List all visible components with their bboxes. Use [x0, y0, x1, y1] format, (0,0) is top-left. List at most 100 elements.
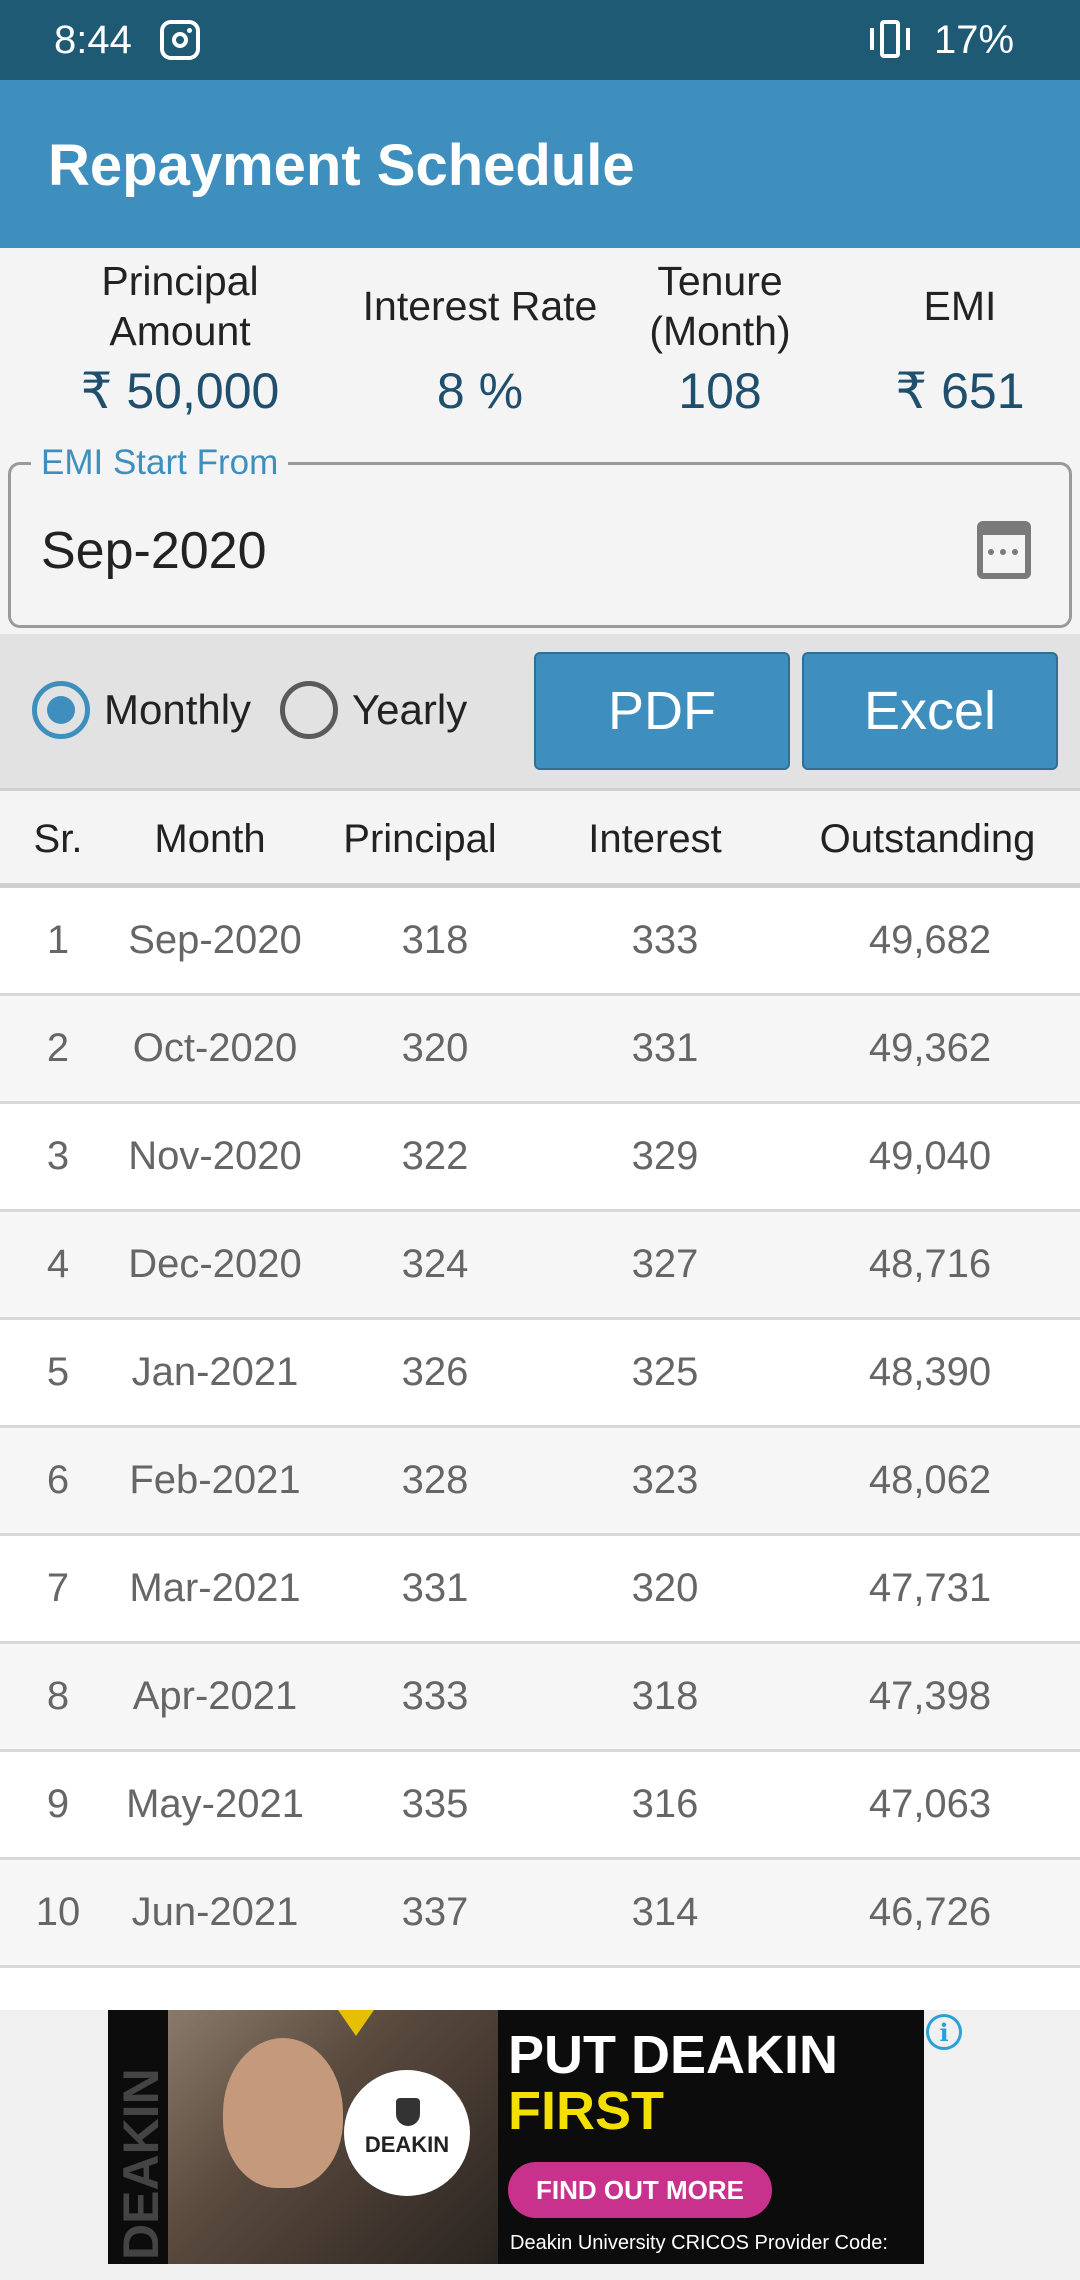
ad-triangle-icon: [338, 2010, 374, 2036]
pdf-button[interactable]: PDF: [534, 652, 790, 770]
emi-value: ₹ 651: [895, 363, 1025, 419]
cell-outstanding: 49,682: [868, 918, 992, 962]
cell-interest: 318: [631, 1674, 699, 1718]
emi-label: EMI: [923, 283, 997, 329]
ad-headline-1: PUT DEAKIN: [508, 2025, 839, 2085]
cell-interest: 331: [631, 1026, 699, 1070]
status-time: 8:44: [54, 18, 132, 62]
tenure-summary: Tenure (Month) 108: [620, 256, 820, 420]
header-interest: Interest: [588, 817, 722, 861]
tenure-label: Tenure (Month): [649, 258, 791, 354]
shield-icon: [396, 2098, 420, 2126]
yearly-label: Yearly: [352, 686, 468, 733]
page-title: Repayment Schedule: [48, 133, 635, 198]
emi-start-field[interactable]: EMI Start From Sep-2020: [8, 443, 1072, 628]
cell-outstanding: 47,063: [868, 1782, 992, 1826]
monthly-radio[interactable]: Monthly: [32, 680, 251, 740]
table-row: 1 Sep-2020 318 333 49,682: [0, 888, 1080, 996]
ad-banner[interactable]: DEAKIN DEAKIN PUT DEAKIN FIRST FIND OUT …: [108, 2010, 924, 2264]
cell-sr: 2: [46, 1026, 70, 1070]
cell-principal: 333: [401, 1674, 469, 1718]
cell-interest: 333: [631, 918, 699, 962]
cell-outstanding: 46,726: [868, 1890, 992, 1934]
emi-start-value[interactable]: Sep-2020: [41, 522, 267, 580]
cell-month: Oct-2020: [132, 1026, 298, 1070]
cell-month: Jan-2021: [131, 1350, 299, 1394]
cell-outstanding: 48,390: [868, 1350, 992, 1394]
header-sr: Sr.: [33, 817, 83, 861]
ad-person-image: [223, 2038, 343, 2188]
ad-container: DEAKIN DEAKIN PUT DEAKIN FIRST FIND OUT …: [0, 2010, 1080, 2280]
ad-footer: Deakin University CRICOS Provider Code:: [510, 2232, 888, 2254]
table-row-partial: [0, 1968, 1080, 2010]
table-row: 9 May-2021 335 316 47,063: [0, 1752, 1080, 1860]
calendar-icon[interactable]: [977, 521, 1031, 579]
battery-level: 17%: [934, 18, 1015, 62]
cell-principal: 337: [401, 1890, 469, 1934]
table-row: 7 Mar-2021 331 320 47,731: [0, 1536, 1080, 1644]
rate-label: Interest Rate: [362, 283, 598, 329]
deakin-logo: DEAKIN: [344, 2070, 470, 2196]
table-row: 5 Jan-2021 326 325 48,390: [0, 1320, 1080, 1428]
table-row: 2 Oct-2020 320 331 49,362: [0, 996, 1080, 1104]
cell-sr: 3: [46, 1134, 70, 1178]
cell-outstanding: 47,731: [868, 1566, 992, 1610]
deakin-logo-text: DEAKIN: [364, 2132, 450, 2157]
cell-principal: 335: [401, 1782, 469, 1826]
yearly-radio[interactable]: Yearly: [280, 680, 467, 740]
header-principal: Principal: [343, 817, 497, 861]
cell-month: Mar-2021: [129, 1566, 301, 1610]
find-out-more-button[interactable]: FIND OUT MORE: [508, 2162, 772, 2218]
header-month: Month: [154, 817, 266, 861]
cell-interest: 316: [631, 1782, 699, 1826]
rate-summary: Interest Rate 8 %: [360, 256, 600, 420]
emi-start-label: EMI Start From: [31, 443, 289, 483]
cell-principal: 318: [401, 918, 469, 962]
ad-headline-2: FIRST: [508, 2081, 664, 2141]
table-row: 10 Jun-2021 337 314 46,726: [0, 1860, 1080, 1968]
table-row: 6 Feb-2021 328 323 48,062: [0, 1428, 1080, 1536]
table-row: 3 Nov-2020 322 329 49,040: [0, 1104, 1080, 1212]
cell-principal: 326: [401, 1350, 469, 1394]
cell-outstanding: 47,398: [868, 1674, 992, 1718]
radio-selected-icon[interactable]: [32, 681, 90, 739]
loan-summary: Principal Amount ₹ 50,000 Interest Rate …: [0, 248, 1080, 634]
instagram-icon: [160, 20, 200, 60]
header-outstanding: Outstanding: [819, 817, 1036, 861]
principal-value: ₹ 50,000: [80, 363, 280, 419]
cell-principal: 324: [401, 1242, 469, 1286]
principal-label: Principal Amount: [101, 258, 259, 354]
cell-principal: 322: [401, 1134, 469, 1178]
cell-interest: 323: [631, 1458, 699, 1502]
ad-side-text: DEAKIN: [113, 2068, 169, 2260]
radio-unselected-icon[interactable]: [280, 681, 338, 739]
cell-sr: 6: [46, 1458, 70, 1502]
cell-outstanding: 49,362: [868, 1026, 992, 1070]
table-row: 8 Apr-2021 333 318 47,398: [0, 1644, 1080, 1752]
cell-sr: 5: [46, 1350, 70, 1394]
emi-summary: EMI ₹ 651: [860, 256, 1060, 420]
excel-button[interactable]: Excel: [802, 652, 1058, 770]
status-bar: 8:44 17%: [0, 0, 1080, 80]
cell-sr: 10: [35, 1890, 81, 1934]
table-header: Sr. Month Principal Interest Outstanding: [0, 788, 1080, 888]
schedule-controls: Monthly Yearly PDF Excel: [0, 634, 1080, 788]
cell-month: Sep-2020: [128, 918, 302, 962]
vibrate-icon: [866, 18, 914, 62]
cell-sr: 7: [46, 1566, 70, 1610]
cell-month: May-2021: [126, 1782, 304, 1826]
cell-outstanding: 48,062: [868, 1458, 992, 1502]
cell-outstanding: 49,040: [868, 1134, 992, 1178]
monthly-label: Monthly: [104, 686, 252, 733]
ad-info-icon[interactable]: i: [926, 2014, 962, 2050]
cell-interest: 320: [631, 1566, 699, 1610]
cell-sr: 4: [46, 1242, 70, 1286]
cell-interest: 314: [631, 1890, 699, 1934]
cell-month: Dec-2020: [128, 1242, 302, 1286]
cell-sr: 8: [46, 1674, 70, 1718]
cell-interest: 325: [631, 1350, 699, 1394]
app-bar: Repayment Schedule: [0, 80, 1080, 248]
cell-principal: 320: [401, 1026, 469, 1070]
schedule-table: 1 Sep-2020 318 333 49,682 2 Oct-2020 320 331 49,3…: [0, 888, 1080, 2010]
cell-interest: 327: [631, 1242, 699, 1286]
